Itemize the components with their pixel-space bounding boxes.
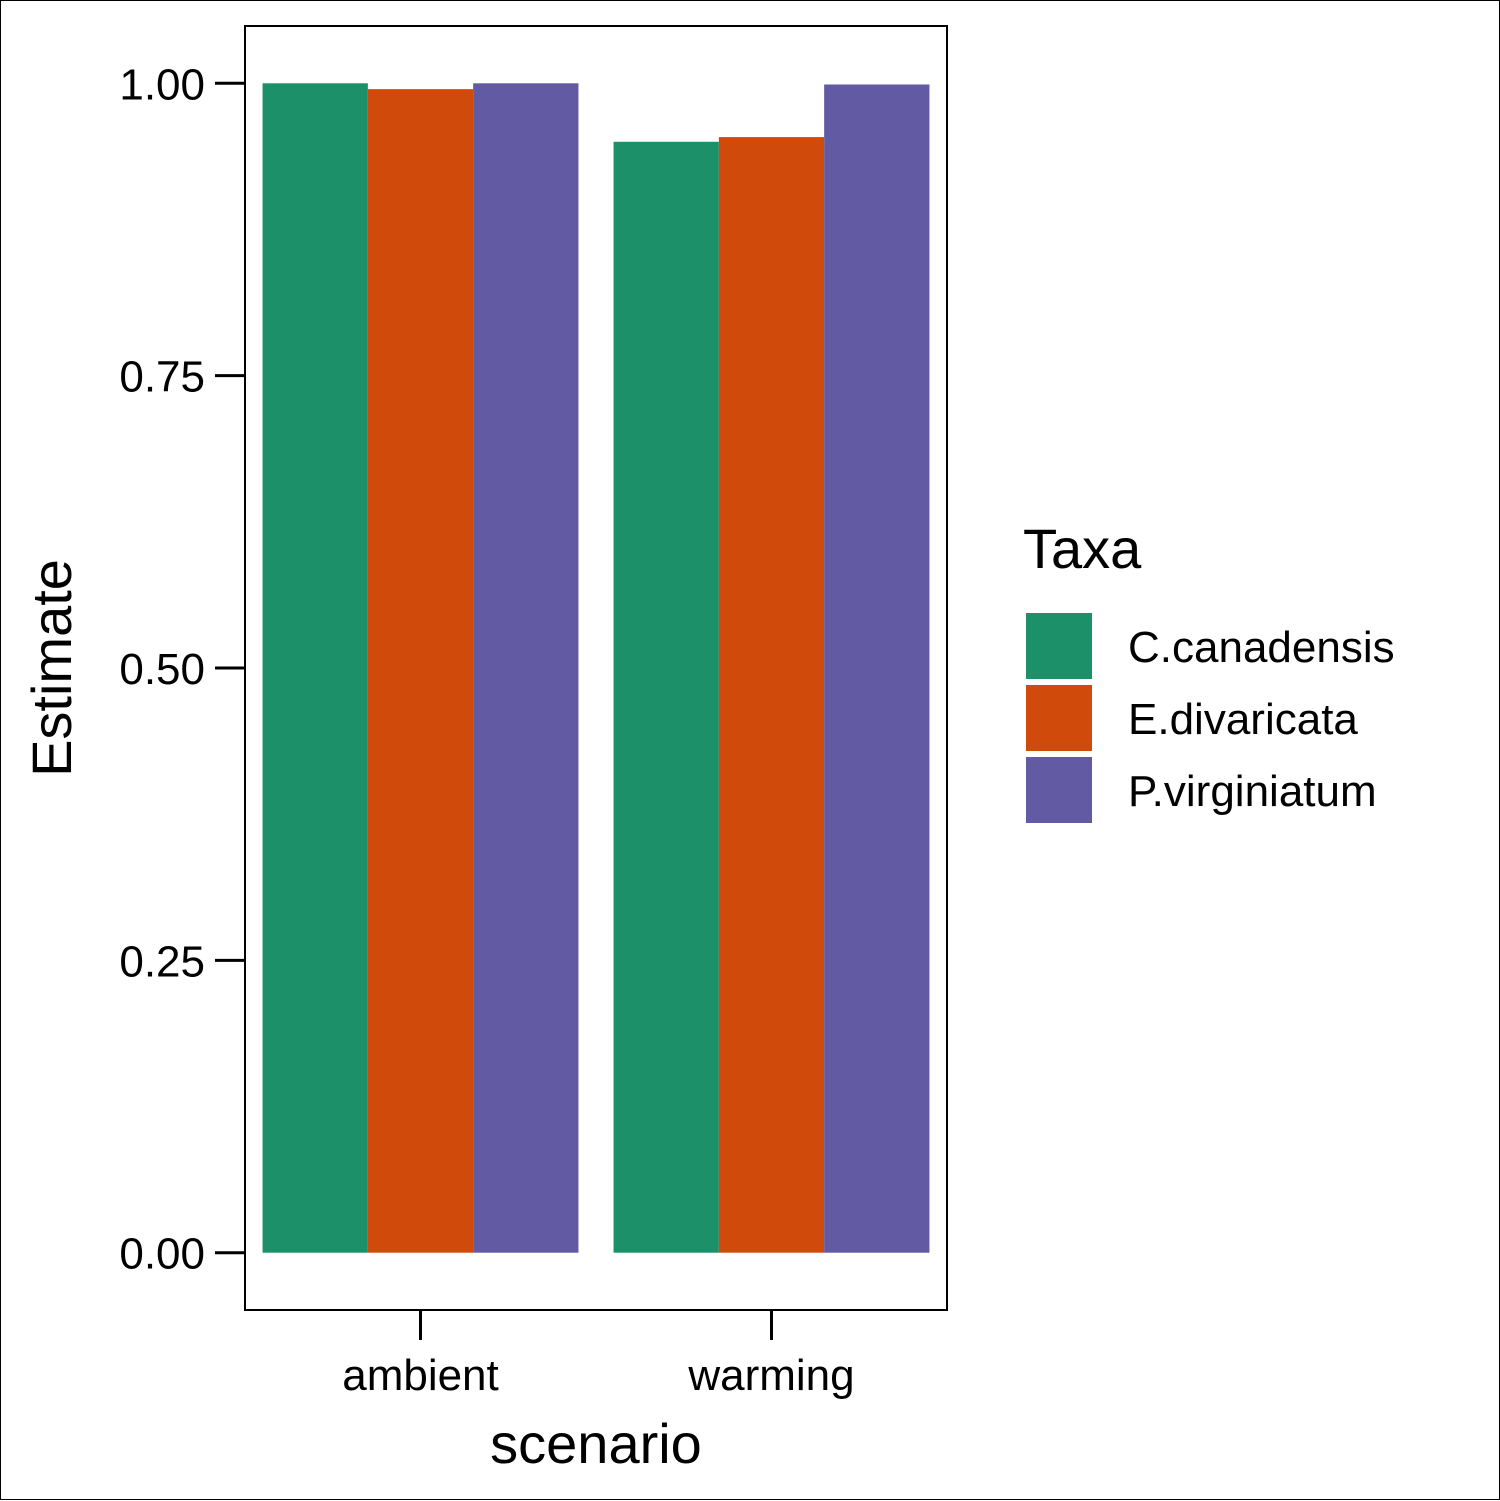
legend-label: P.virginiatum bbox=[1128, 767, 1377, 816]
legend-key bbox=[1026, 685, 1092, 751]
legend: Taxa C.canadensis E.divaricata P.virginiat… bbox=[1023, 517, 1395, 823]
y-tick-label: 0.75 bbox=[119, 353, 205, 402]
y-tick-label: 0.25 bbox=[119, 937, 205, 986]
bar-warming-e-divaricata bbox=[718, 137, 825, 1253]
bar-warming-p-virginiatum bbox=[824, 84, 930, 1253]
bar-ambient-c-canadensis bbox=[262, 83, 368, 1253]
x-tick-label: warming bbox=[687, 1351, 854, 1400]
legend-title: Taxa bbox=[1023, 517, 1142, 580]
y-tick-label: 0.00 bbox=[119, 1230, 205, 1279]
bar-warming-c-canadensis bbox=[613, 141, 719, 1253]
x-tick-label: ambient bbox=[342, 1351, 499, 1400]
y-axis-title: Estimate bbox=[20, 559, 83, 777]
y-tick-label: 0.50 bbox=[119, 645, 205, 694]
y-tick-label: 1.00 bbox=[119, 60, 205, 109]
bars-layer bbox=[262, 83, 930, 1253]
legend-label: E.divaricata bbox=[1128, 695, 1358, 744]
bar-ambient-e-divaricata bbox=[367, 89, 474, 1253]
bar-ambient-p-virginiatum bbox=[473, 83, 579, 1253]
y-axis: 0.00 0.25 0.50 0.75 1.00 bbox=[119, 60, 245, 1279]
x-axis: ambient warming bbox=[342, 1310, 855, 1400]
x-axis-title: scenario bbox=[490, 1412, 702, 1475]
legend-key bbox=[1026, 757, 1092, 823]
legend-key bbox=[1026, 613, 1092, 679]
legend-label: C.canadensis bbox=[1128, 623, 1395, 672]
